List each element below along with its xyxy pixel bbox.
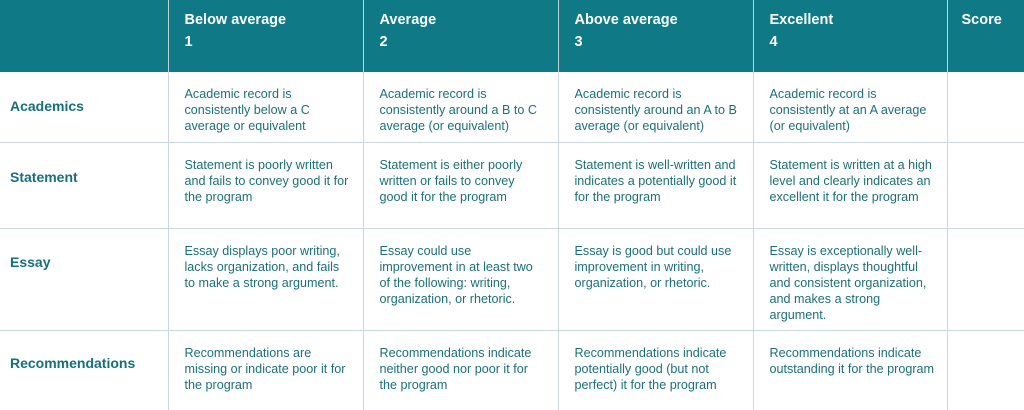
table-cell: Essay displays poor writing, lacks organ… bbox=[168, 228, 364, 331]
table-cell: Academic record is consistently at an A … bbox=[753, 72, 948, 143]
table-cell: Recommendations are missing or indicate … bbox=[168, 330, 364, 410]
table-cell: Academic record is consistently below a … bbox=[168, 72, 364, 143]
header-label: Below average bbox=[184, 12, 287, 28]
table-cell: Statement is written at a high level and… bbox=[753, 142, 948, 229]
header-average: Average 2 bbox=[363, 0, 559, 72]
table-cell: Essay could use improvement in at least … bbox=[363, 228, 559, 331]
table-row: Academics Academic record is consistentl… bbox=[0, 72, 1024, 143]
header-score-value: 1 bbox=[184, 34, 193, 50]
table-row: Recommendations Recommendations are miss… bbox=[0, 330, 1024, 410]
header-label: Score bbox=[961, 12, 1002, 28]
row-label-academics: Academics bbox=[0, 72, 169, 143]
table-cell: Recommendations indicate neither good no… bbox=[363, 330, 559, 410]
header-corner-cell bbox=[0, 0, 169, 72]
header-below-average: Below average 1 bbox=[168, 0, 364, 72]
table-cell: Recommendations indicate potentially goo… bbox=[558, 330, 754, 410]
table-cell: Academic record is consistently around a… bbox=[558, 72, 754, 143]
header-row: Below average 1 Average 2 Above average … bbox=[0, 0, 1024, 72]
row-label-statement: Statement bbox=[0, 142, 169, 229]
table-cell: Essay is good but could use improvement … bbox=[558, 228, 754, 331]
header-label: Excellent bbox=[769, 12, 834, 28]
table-row: Statement Statement is poorly written an… bbox=[0, 142, 1024, 229]
score-cell bbox=[947, 72, 1024, 143]
row-label-essay: Essay bbox=[0, 228, 169, 331]
header-score-value: 3 bbox=[574, 34, 583, 50]
header-above-average: Above average 3 bbox=[558, 0, 754, 72]
score-cell bbox=[947, 142, 1024, 229]
table-cell: Essay is exceptionally well-written, dis… bbox=[753, 228, 948, 331]
score-cell bbox=[947, 330, 1024, 410]
header-score: Score bbox=[947, 0, 1024, 72]
table-cell: Academic record is consistently around a… bbox=[363, 72, 559, 143]
header-label: Average bbox=[379, 12, 437, 28]
table-row: Essay Essay displays poor writing, lacks… bbox=[0, 228, 1024, 331]
table-cell: Statement is either poorly written or fa… bbox=[363, 142, 559, 229]
table-cell: Statement is well-written and indicates … bbox=[558, 142, 754, 229]
table-cell: Statement is poorly written and fails to… bbox=[168, 142, 364, 229]
header-score-value: 4 bbox=[769, 34, 778, 50]
row-label-recommendations: Recommendations bbox=[0, 330, 169, 410]
table-cell: Recommendations indicate outstanding it … bbox=[753, 330, 948, 410]
header-excellent: Excellent 4 bbox=[753, 0, 948, 72]
header-label: Above average bbox=[574, 12, 678, 28]
header-score-value: 2 bbox=[379, 34, 388, 50]
score-cell bbox=[947, 228, 1024, 331]
